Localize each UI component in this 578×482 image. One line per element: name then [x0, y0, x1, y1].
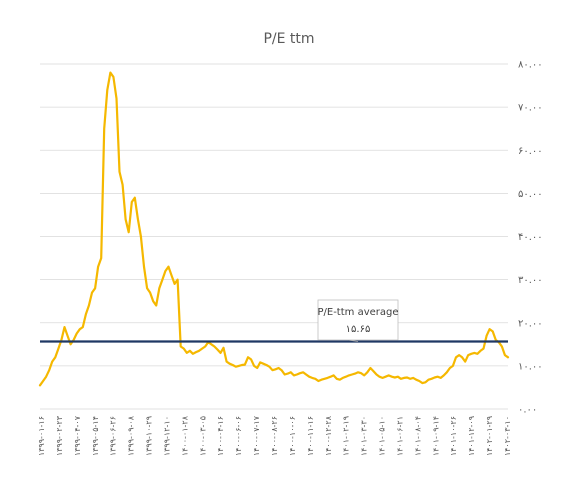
- x-tick-label: ۱۴۰۲-۰۳-۱۰: [503, 416, 512, 456]
- y-tick-label: ۷۰.۰۰: [518, 103, 543, 114]
- x-tick-label: ۱۴۰۱-۰۵-۱۰: [378, 416, 387, 456]
- x-tick-label: ۱۴۰۱-۰۶-۲۱: [395, 416, 404, 456]
- y-tick-label: ۴۰.۰۰: [518, 232, 543, 243]
- y-tick-label: ۶۰.۰۰: [518, 146, 543, 157]
- x-tick-label: ۱۴۰۰-۰۶-۰۶: [234, 416, 243, 456]
- y-axis: ۰.۰۰ ۱۰.۰۰ ۲۰.۰۰ ۳۰.۰۰ ۴۰.۰۰ ۵۰.۰۰ ۶۰.۰۰ ۷۰.۰۰ ۸…: [518, 60, 543, 416]
- x-tick-label: ۱۴۰۱-۰۹-۱۴: [431, 416, 440, 456]
- y-tick-label: ۳۰.۰۰: [518, 275, 543, 286]
- x-tick-label: ۱۴۰۱-۰۳-۳۰: [360, 416, 369, 456]
- x-tick-label: ۱۴۰۰-۱۲-۲۸: [324, 415, 333, 456]
- y-tick-label: ۲۰.۰۰: [518, 318, 543, 329]
- x-tick-label: ۱۴۰۰-۰۷-۱۷: [252, 415, 261, 456]
- annotation-title: P/E-ttm average: [317, 307, 398, 318]
- x-tick-label: ۱۴۰۰-۱۰-۰۶: [288, 416, 297, 456]
- x-tick-label: ۱۳۹۹-۰۹-۰۸: [127, 415, 136, 456]
- chart-title: P/E ttm: [263, 31, 314, 47]
- x-tick-label: ۱۳۹۹-۰۶-۲۶: [109, 416, 118, 456]
- x-tick-label: ۱۳۹۹-۰۲-۲۳: [55, 415, 64, 456]
- series-group: [38, 71, 510, 387]
- annotation-value: ۱۵.۶۵: [346, 324, 371, 335]
- average-annotation: P/E-ttm average ۱۵.۶۵: [317, 299, 399, 342]
- y-tick-label: ۵۰.۰۰: [518, 189, 543, 200]
- x-tick-label: ۱۳۹۹-۱۲-۱۰: [162, 416, 171, 456]
- x-tick-label: ۱۴۰۰-۰۸-۲۶: [270, 416, 279, 456]
- y-tick-label: ۸۰.۰۰: [518, 60, 543, 71]
- x-tick-label: ۱۳۹۹-۰۵-۱۴: [91, 416, 100, 456]
- series-line-0: [38, 71, 510, 387]
- x-tick-label: ۱۴۰۱-۱۰-۲۶: [449, 416, 458, 456]
- x-tick-label: ۱۴۰۰-۱۱-۱۶: [306, 416, 315, 456]
- x-axis: ۱۳۹۹-۰۱-۱۶ ۱۳۹۹-۰۲-۲۳ ۱۳۹۹-۰۴-۰۷ ۱۳۹۹-۰۵-۱۴…: [37, 415, 512, 456]
- y-tick-label: ۰.۰۰: [518, 405, 537, 416]
- x-tick-label: ۱۴۰۱-۰۸-۰۴: [413, 416, 422, 456]
- x-tick-label: ۱۳۹۹-۱۰-۲۹: [145, 416, 154, 456]
- x-tick-label: ۱۳۹۹-۰۴-۰۷: [73, 415, 82, 456]
- annotation-box: [317, 299, 399, 341]
- x-tick-label: ۱۴۰۱-۱۲-۰۹: [467, 416, 476, 456]
- x-tick-label: ۱۴۰۰-۰۳-۰۵: [198, 416, 207, 456]
- x-tick-label: ۱۴۰۰-۰۴-۱۶: [216, 416, 225, 456]
- y-tick-label: ۱۰.۰۰: [518, 361, 543, 372]
- x-tick-label: ۱۴۰۱-۰۲-۱۹: [342, 416, 351, 456]
- x-tick-label: ۱۳۹۹-۰۱-۱۶: [37, 416, 46, 456]
- x-tick-label: ۱۴۰۰-۰۱-۲۸: [180, 415, 189, 456]
- x-tick-label: ۱۴۰۲-۰۱-۲۹: [485, 416, 494, 456]
- gridlines: [40, 63, 508, 410]
